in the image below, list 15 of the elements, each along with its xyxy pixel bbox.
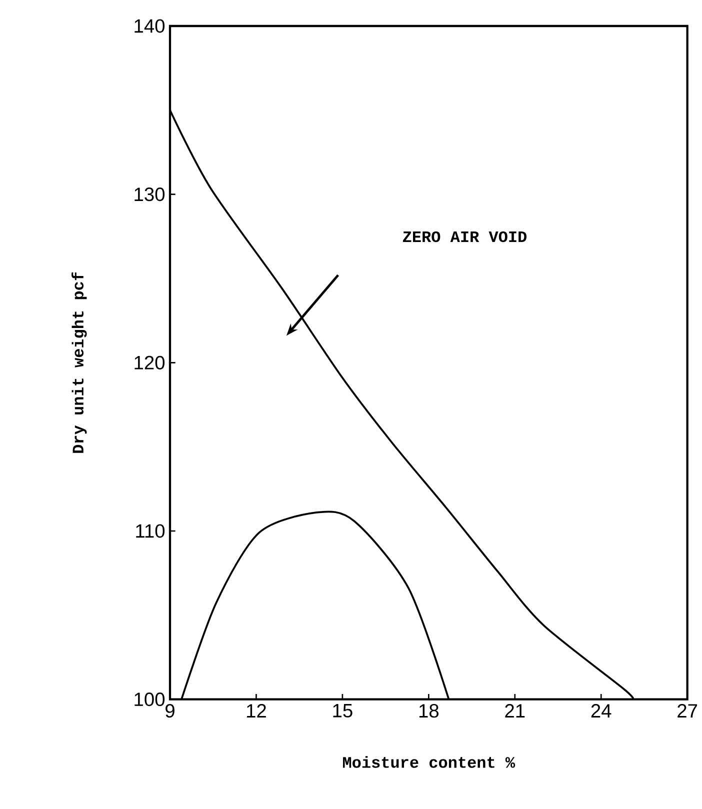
- x-tick-label: 18: [419, 704, 439, 718]
- x-tick-label: 24: [591, 704, 612, 718]
- y-tick-label: 110: [136, 524, 165, 538]
- x-tick-label: 9: [166, 704, 174, 718]
- y-axis-title: Dry unit weight pcf: [72, 272, 87, 453]
- x-tick-label: 12: [247, 704, 266, 718]
- y-tick-label: 120: [134, 356, 165, 370]
- x-axis-title: Moisture content %: [343, 756, 516, 768]
- x-tick-label: 27: [678, 704, 698, 718]
- y-tick-label: 130: [134, 188, 165, 202]
- x-tick-label: 15: [333, 704, 352, 718]
- x-tick-label: 21: [505, 704, 525, 718]
- annotation: ZERO AIR VOID: [403, 231, 527, 242]
- y-tick-label: 100: [134, 692, 165, 706]
- y-tick-label: 140: [134, 19, 165, 33]
